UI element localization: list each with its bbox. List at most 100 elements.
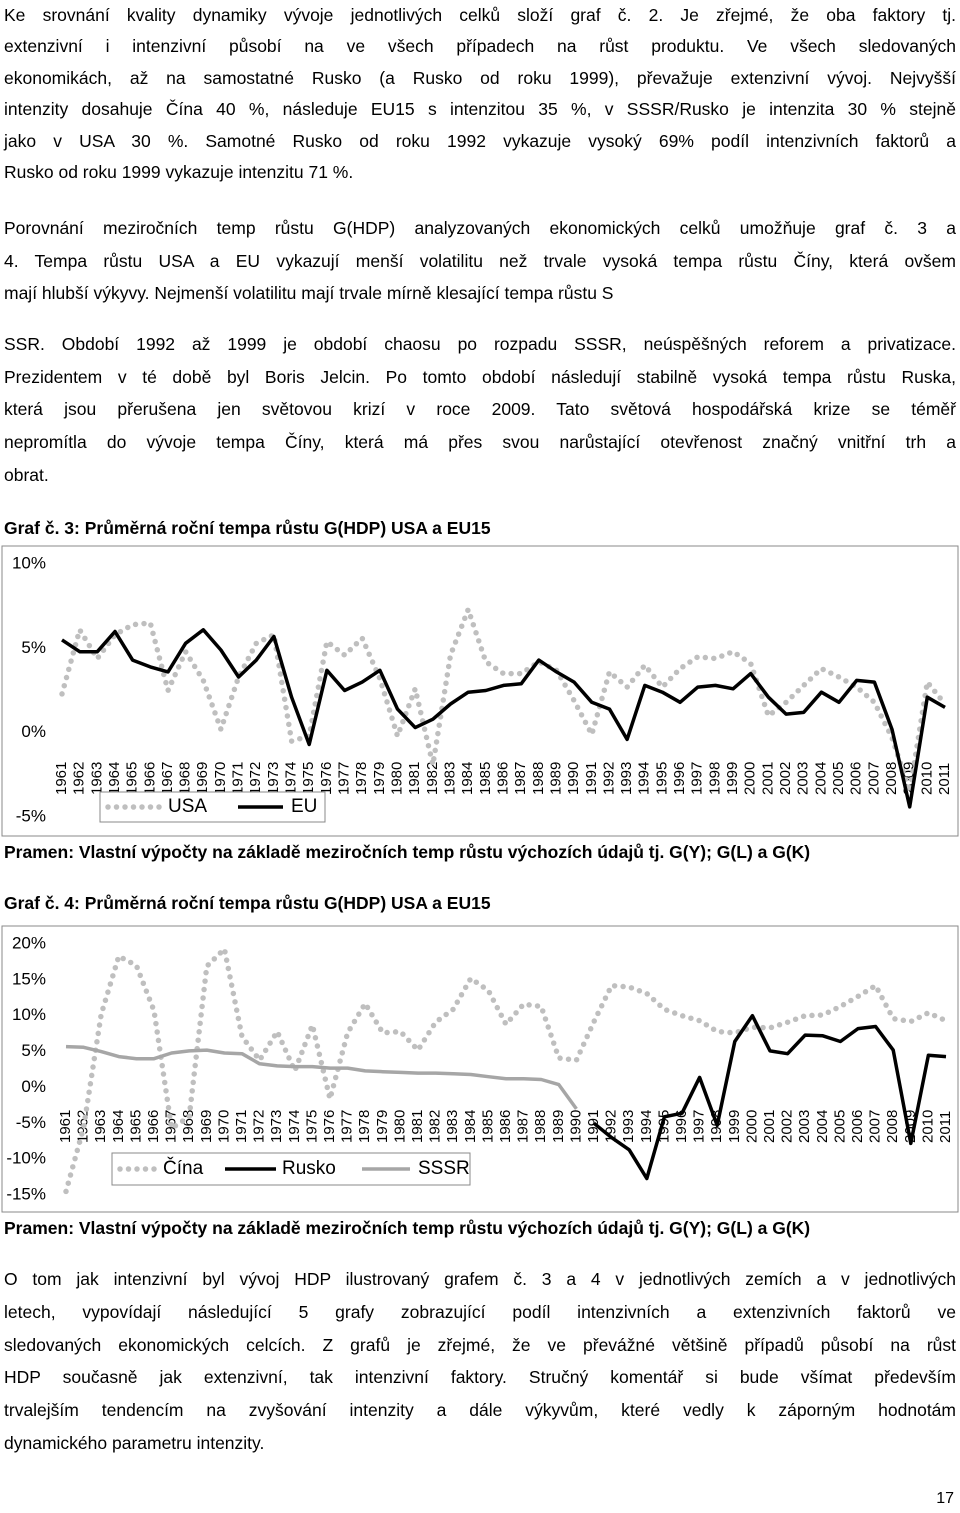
x-tick-label: 2003 [795, 762, 812, 795]
text-line: Rusko od roku 1999 vykazuje intenzitu 71… [4, 162, 354, 182]
x-tick-label: 1984 [459, 762, 476, 795]
y-tick-label: 0% [21, 722, 46, 741]
x-tick-label: 1986 [497, 1110, 514, 1143]
x-tick-label: 1961 [53, 762, 70, 795]
text-line: mají hlubší výkyvy. Nejmenší volatilitu … [4, 283, 614, 304]
x-tick-label: 1974 [283, 762, 300, 795]
x-tick-label: 1963 [88, 762, 105, 795]
text-line: HDP současně jak extenzivní, tak intenzi… [4, 1367, 956, 1388]
x-tick-label: 2010 [919, 1110, 936, 1143]
x-tick-label: 1970 [212, 762, 229, 795]
x-tick-label: 1997 [689, 762, 706, 795]
x-tick-label: 2000 [742, 762, 759, 795]
y-tick-label: 0% [21, 1077, 46, 1096]
x-tick-label: 2002 [779, 1110, 796, 1143]
x-tick-label: 1989 [547, 762, 564, 795]
legend-label: Rusko [282, 1158, 336, 1179]
x-tick-label: 1975 [303, 1110, 320, 1143]
x-tick-label: 1983 [444, 1110, 461, 1143]
x-tick-label: 1981 [406, 762, 423, 795]
x-tick-label: 1961 [57, 1110, 74, 1143]
x-tick-label: 1992 [600, 762, 617, 795]
y-tick-label: -5% [16, 1113, 46, 1132]
x-tick-label: 1985 [477, 762, 494, 795]
x-tick-label: 2004 [812, 762, 829, 795]
legend-label: SSSR [418, 1158, 470, 1179]
x-tick-label: 1996 [671, 762, 688, 795]
x-tick-label: 1989 [550, 1110, 567, 1143]
y-tick-label: -10% [6, 1149, 46, 1168]
text-line: extenzivní i intenzivní působí na ve vše… [4, 36, 956, 57]
y-tick-label: 10% [12, 553, 46, 572]
x-tick-label: 1971 [230, 762, 247, 795]
y-tick-label: -5% [16, 806, 46, 825]
x-tick-label: 1999 [724, 762, 741, 795]
x-tick-label: 1988 [530, 762, 547, 795]
x-tick-label: 1998 [706, 762, 723, 795]
legend-label: EU [291, 796, 317, 817]
x-tick-label: 2008 [883, 762, 900, 795]
x-tick-label: 2010 [918, 762, 935, 795]
x-tick-label: 1987 [512, 762, 529, 795]
series-line [592, 1013, 947, 1181]
x-tick-label: 1979 [371, 762, 388, 795]
x-tick-label: 1969 [198, 1110, 215, 1143]
x-tick-label: 1977 [339, 1110, 356, 1143]
x-tick-label: 1991 [583, 762, 600, 795]
x-tick-label: 2005 [831, 1110, 848, 1143]
x-tick-label: 1978 [356, 1110, 373, 1143]
x-tick-label: 2007 [867, 1110, 884, 1143]
x-tick-label: 2011 [937, 1111, 954, 1143]
x-tick-label: 1982 [427, 1110, 444, 1143]
x-tick-label: 1966 [145, 1110, 162, 1143]
legend-label: USA [168, 796, 207, 817]
page-number: 17 [936, 1490, 954, 1507]
x-tick-label: 1990 [565, 762, 582, 795]
y-tick-label: 5% [21, 638, 46, 657]
x-tick-label: 1965 [127, 1110, 144, 1143]
x-tick-label: 1970 [215, 1110, 232, 1143]
x-tick-label: 2001 [761, 1110, 778, 1143]
text-line: Porovnání meziročních temp růstu G(HDP) … [4, 218, 956, 238]
x-tick-label: 1987 [515, 1110, 532, 1143]
x-tick-label: 2004 [814, 1110, 831, 1143]
x-tick-label: 1994 [636, 762, 653, 795]
text-line: letech, vypovídají následující 5 grafy z… [4, 1301, 956, 1322]
x-tick-label: 2011 [936, 763, 953, 795]
x-tick-label: 1975 [300, 762, 317, 795]
y-tick-label: 20% [12, 933, 46, 952]
y-tick-label: -15% [6, 1184, 46, 1203]
x-tick-label: 1967 [159, 762, 176, 795]
text-line: nepromítla do vývoje tempa Číny, která m… [4, 432, 956, 453]
chart-title: Graf č. 3: Průměrná roční tempa růstu G(… [4, 518, 491, 538]
text-line: SSR. Období 1992 až 1999 je období chaos… [4, 334, 956, 354]
text-line: sledovaných ekonomických celcích. Z graf… [4, 1334, 956, 1355]
text-line: 4. Tempa růstu USA a EU vykazují menší v… [4, 250, 956, 271]
x-tick-label: 1993 [618, 762, 635, 795]
x-tick-label: 1966 [141, 762, 158, 795]
x-tick-label: 1978 [353, 762, 370, 795]
x-tick-label: 2005 [830, 762, 847, 795]
x-tick-label: 1991 [585, 1110, 602, 1143]
chart-title: Graf č. 4: Průměrná roční tempa růstu G(… [4, 893, 491, 913]
series-line [59, 606, 948, 795]
x-tick-label: 1968 [180, 1110, 197, 1143]
x-tick-label: 1962 [71, 762, 88, 795]
x-tick-label: 1985 [479, 1110, 496, 1143]
text-line: intenzity dosahuje Čína 40 %, následuje … [4, 99, 956, 120]
x-tick-label: 1984 [462, 1110, 479, 1143]
x-tick-label: 1988 [532, 1110, 549, 1143]
x-tick-label: 1969 [194, 762, 211, 795]
text-line: která jsou přerušena jen světovou krizí … [4, 399, 956, 420]
text-line: trvalejším tendencím na zvyšování intenz… [4, 1400, 956, 1421]
x-tick-label: 1997 [691, 1110, 708, 1143]
x-tick-label: 1993 [620, 1110, 637, 1143]
x-tick-label: 1980 [391, 1110, 408, 1143]
x-tick-label: 1963 [92, 1110, 109, 1143]
x-tick-label: 1994 [638, 1110, 655, 1143]
series-line [63, 946, 949, 1195]
x-tick-label: 1968 [177, 762, 194, 795]
x-tick-label: 1983 [441, 762, 458, 795]
